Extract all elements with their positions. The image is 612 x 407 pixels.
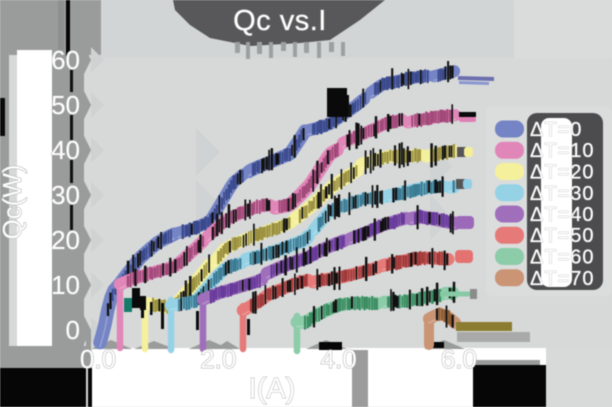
- svg-text:60: 60: [51, 45, 80, 75]
- svg-text:6.0: 6.0: [441, 344, 477, 374]
- svg-text:20: 20: [51, 225, 80, 255]
- svg-text:ΔT=10: ΔT=10: [530, 140, 595, 162]
- svg-text:ΔT=50: ΔT=50: [530, 225, 595, 247]
- svg-text:0.0: 0.0: [80, 344, 116, 374]
- svg-text:40: 40: [51, 135, 80, 165]
- svg-text:Qc(W): Qc(W): [0, 164, 27, 239]
- svg-text:0: 0: [66, 315, 80, 345]
- svg-text:ΔT=0: ΔT=0: [530, 119, 582, 141]
- svg-text:4.0: 4.0: [321, 344, 357, 374]
- svg-text:50: 50: [51, 90, 80, 120]
- svg-text:2.0: 2.0: [200, 344, 236, 374]
- svg-text:30: 30: [51, 180, 80, 210]
- svg-text:Qc vs.I: Qc vs.I: [233, 5, 327, 37]
- svg-text:10: 10: [51, 270, 80, 300]
- svg-text:ΔT=40: ΔT=40: [530, 204, 595, 226]
- svg-text:ΔT=70: ΔT=70: [530, 268, 595, 290]
- svg-text:ΔT=20: ΔT=20: [530, 162, 595, 184]
- svg-text:ΔT=60: ΔT=60: [530, 247, 595, 269]
- svg-text:ΔT=30: ΔT=30: [530, 183, 595, 205]
- svg-text:I(A): I(A): [249, 373, 296, 405]
